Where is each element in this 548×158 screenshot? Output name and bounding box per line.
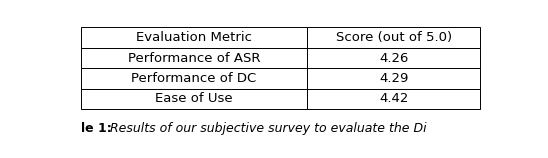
Bar — [81, 89, 307, 109]
Text: 4.42: 4.42 — [379, 92, 408, 105]
Text: le 1:: le 1: — [81, 122, 112, 135]
Bar — [307, 68, 481, 89]
Text: Evaluation Metric: Evaluation Metric — [136, 31, 252, 44]
Text: Score (out of 5.0): Score (out of 5.0) — [335, 31, 452, 44]
Text: Performance of ASR: Performance of ASR — [128, 52, 260, 65]
Text: Results of our subjective survey to evaluate the Di: Results of our subjective survey to eval… — [106, 122, 426, 135]
Bar — [81, 48, 307, 68]
Bar — [307, 89, 481, 109]
Bar — [81, 27, 307, 48]
Bar — [307, 48, 481, 68]
Bar — [307, 27, 481, 48]
Text: 4.26: 4.26 — [379, 52, 408, 65]
Text: Performance of DC: Performance of DC — [132, 72, 256, 85]
Text: Ease of Use: Ease of Use — [155, 92, 233, 105]
Text: 4.29: 4.29 — [379, 72, 408, 85]
Bar — [81, 68, 307, 89]
